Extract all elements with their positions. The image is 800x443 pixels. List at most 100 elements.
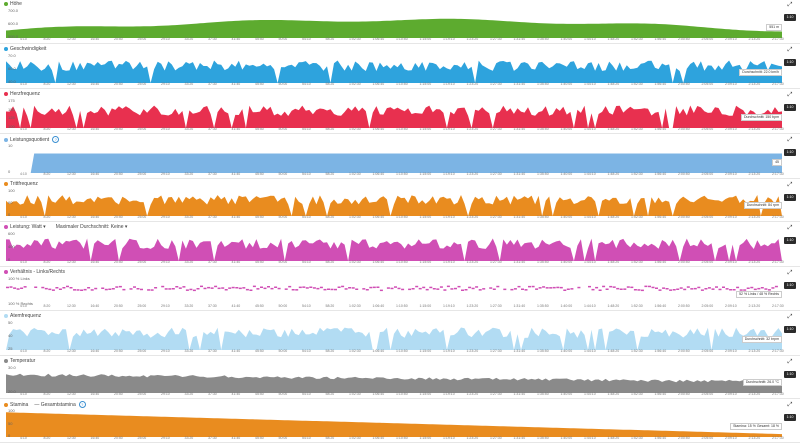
zoom-level-button[interactable]: 1:10 bbox=[784, 414, 796, 421]
x-axis-tick: 41:40 bbox=[231, 436, 241, 440]
panel-title[interactable]: Herzfrequenz bbox=[4, 91, 40, 97]
x-axis-tick: 54:10 bbox=[302, 304, 311, 308]
panel-title[interactable]: Leistungsquotient? bbox=[4, 136, 60, 143]
panel-title-label: Geschwindigkeit bbox=[10, 46, 47, 52]
x-axis-tick: 1:31:40 bbox=[513, 436, 526, 440]
x-axis-tick: 54:10 bbox=[302, 349, 311, 353]
expand-arrows-icon[interactable]: ⤢ bbox=[787, 402, 793, 408]
panel-controls: ⤢ 1:10 bbox=[784, 47, 796, 87]
x-axis-tick: 1:31:40 bbox=[513, 392, 526, 396]
x-axis-tick: 16:40 bbox=[90, 172, 100, 176]
x-axis-tick: 2:05:00 bbox=[701, 260, 714, 264]
x-axis-tick: 37:30 bbox=[208, 37, 217, 41]
info-icon[interactable]: ? bbox=[78, 401, 86, 408]
expand-arrows-icon[interactable]: ⤢ bbox=[787, 314, 793, 320]
y-axis-label: 60.0 bbox=[8, 66, 16, 71]
chart-area[interactable] bbox=[6, 276, 782, 305]
x-axis-tick: 41:40 bbox=[231, 172, 241, 176]
expand-arrows-icon[interactable]: ⤢ bbox=[787, 47, 793, 53]
y-axis-label: 600.0 bbox=[8, 21, 19, 26]
x-axis-tick: 50:00 bbox=[278, 260, 288, 264]
expand-arrows-icon[interactable]: ⤢ bbox=[787, 182, 793, 188]
zoom-level-button[interactable]: 1:10 bbox=[784, 14, 796, 21]
zoom-level-button[interactable]: 1:10 bbox=[784, 371, 796, 378]
expand-arrows-icon[interactable]: ⤢ bbox=[787, 225, 793, 231]
y-axis-label: 20.0 bbox=[8, 389, 16, 394]
x-axis-tick: 2:17:30 bbox=[772, 37, 784, 41]
chart-panel-1: Höhe 700.0 600.0 500.0 4:10 8:20 12:30 16:40 20:… bbox=[0, 0, 800, 44]
max-average-dropdown[interactable]: Maximaler Durchschnitt: Keine ▾ bbox=[55, 224, 128, 230]
chart-area[interactable] bbox=[6, 98, 782, 128]
chart-area[interactable] bbox=[6, 320, 782, 350]
x-axis-tick: 1:52:30 bbox=[631, 392, 643, 396]
x-axis-tick: 8:20 bbox=[43, 304, 51, 308]
x-axis-tick: 4:10 bbox=[20, 304, 27, 308]
panel-title[interactable]: Temperatur bbox=[4, 358, 35, 364]
chart-area[interactable] bbox=[6, 188, 782, 216]
series-area bbox=[6, 60, 782, 83]
x-axis-tick: 1:23:20 bbox=[466, 215, 479, 219]
chart-area[interactable] bbox=[6, 231, 782, 261]
series-plot bbox=[6, 195, 782, 216]
x-axis-tick: 2:05:00 bbox=[701, 37, 714, 41]
x-axis-tick: 2:09:10 bbox=[725, 127, 737, 131]
x-axis-tick: 54:10 bbox=[302, 127, 311, 131]
x-axis-tick: 1:48:20 bbox=[607, 127, 620, 131]
chart-area[interactable] bbox=[6, 408, 782, 437]
x-axis-tick: 1:52:30 bbox=[631, 172, 643, 176]
zoom-level-button[interactable]: 1:10 bbox=[784, 282, 796, 289]
x-axis-tick: 1:56:40 bbox=[654, 436, 667, 440]
x-axis-tick: 1:15:00 bbox=[419, 127, 432, 131]
x-axis-tick: 1:27:30 bbox=[490, 82, 502, 86]
zoom-level-button[interactable]: 1:10 bbox=[784, 237, 796, 244]
x-axis-tick: 37:30 bbox=[208, 392, 217, 396]
x-axis-tick: 1:02:30 bbox=[349, 172, 361, 176]
panel-title[interactable]: Geschwindigkeit bbox=[4, 46, 46, 52]
panel-title[interactable]: Atemfrequenz bbox=[4, 313, 41, 319]
value-tooltip: Durchschnitt: 150 bpm bbox=[740, 114, 782, 121]
x-axis-tick: 58:20 bbox=[325, 37, 335, 41]
expand-arrows-icon[interactable]: ⤢ bbox=[787, 270, 793, 276]
x-axis-tick: 45:50 bbox=[255, 172, 264, 176]
zoom-level-button[interactable]: 1:10 bbox=[784, 149, 796, 156]
panel-title-label: Verhältnis - Links/Rechts bbox=[10, 269, 66, 275]
zoom-level-button[interactable]: 1:10 bbox=[784, 326, 796, 333]
x-axis-tick: 20:50 bbox=[114, 260, 123, 264]
panel-title[interactable]: Höhe bbox=[4, 1, 22, 7]
x-axis-tick: 2:13:20 bbox=[748, 127, 761, 131]
y-axis-label: 100 bbox=[8, 188, 15, 193]
x-axis-tick: 2:17:30 bbox=[772, 349, 784, 353]
zoom-level-button[interactable]: 1:10 bbox=[784, 59, 796, 66]
x-axis-tick: 2:17:30 bbox=[772, 82, 784, 86]
x-axis-tick: 1:06:40 bbox=[372, 82, 385, 86]
x-axis-tick: 50:00 bbox=[278, 349, 288, 353]
x-axis-tick: 25:00 bbox=[137, 436, 147, 440]
zoom-level-button[interactable]: 1:10 bbox=[784, 104, 796, 111]
panel-title[interactable]: Verhältnis - Links/Rechts bbox=[4, 269, 65, 275]
x-axis-tick: 1:23:20 bbox=[466, 127, 479, 131]
chart-area[interactable] bbox=[6, 8, 782, 38]
chart-area[interactable] bbox=[6, 365, 782, 393]
x-axis-tick: 1:15:00 bbox=[419, 260, 432, 264]
x-axis-tick: 1:19:10 bbox=[443, 82, 455, 86]
panel-title[interactable]: Stamina — Gesamtstamina? bbox=[4, 401, 86, 408]
chart-area[interactable] bbox=[6, 53, 782, 83]
x-axis-tick: 1:27:30 bbox=[490, 127, 502, 131]
chart-area[interactable] bbox=[6, 143, 782, 173]
x-axis-tick: 1:44:10 bbox=[584, 127, 596, 131]
expand-arrows-icon[interactable]: ⤢ bbox=[787, 92, 793, 98]
chart-panel-10: Stamina — Gesamtstamina? 100 50 0 4:10 8:20 12:… bbox=[0, 400, 800, 443]
expand-arrows-icon[interactable]: ⤢ bbox=[787, 137, 793, 143]
x-axis-tick: 54:10 bbox=[302, 37, 311, 41]
x-axis-tick: 54:10 bbox=[302, 260, 311, 264]
series-area bbox=[6, 195, 782, 216]
panel-title[interactable]: Leistung: Watt ▾ Maximaler Durchschnitt: … bbox=[4, 224, 127, 230]
x-axis-tick: 29:10 bbox=[161, 436, 170, 440]
y-axis-label: 100 % Rechts bbox=[8, 301, 33, 306]
zoom-level-button[interactable]: 1:10 bbox=[784, 194, 796, 201]
expand-arrows-icon[interactable]: ⤢ bbox=[787, 359, 793, 365]
info-icon[interactable]: ? bbox=[52, 136, 60, 143]
expand-arrows-icon[interactable]: ⤢ bbox=[787, 2, 793, 8]
x-axis-tick: 20:50 bbox=[114, 127, 123, 131]
panel-title[interactable]: Trittfrequenz bbox=[4, 181, 38, 187]
